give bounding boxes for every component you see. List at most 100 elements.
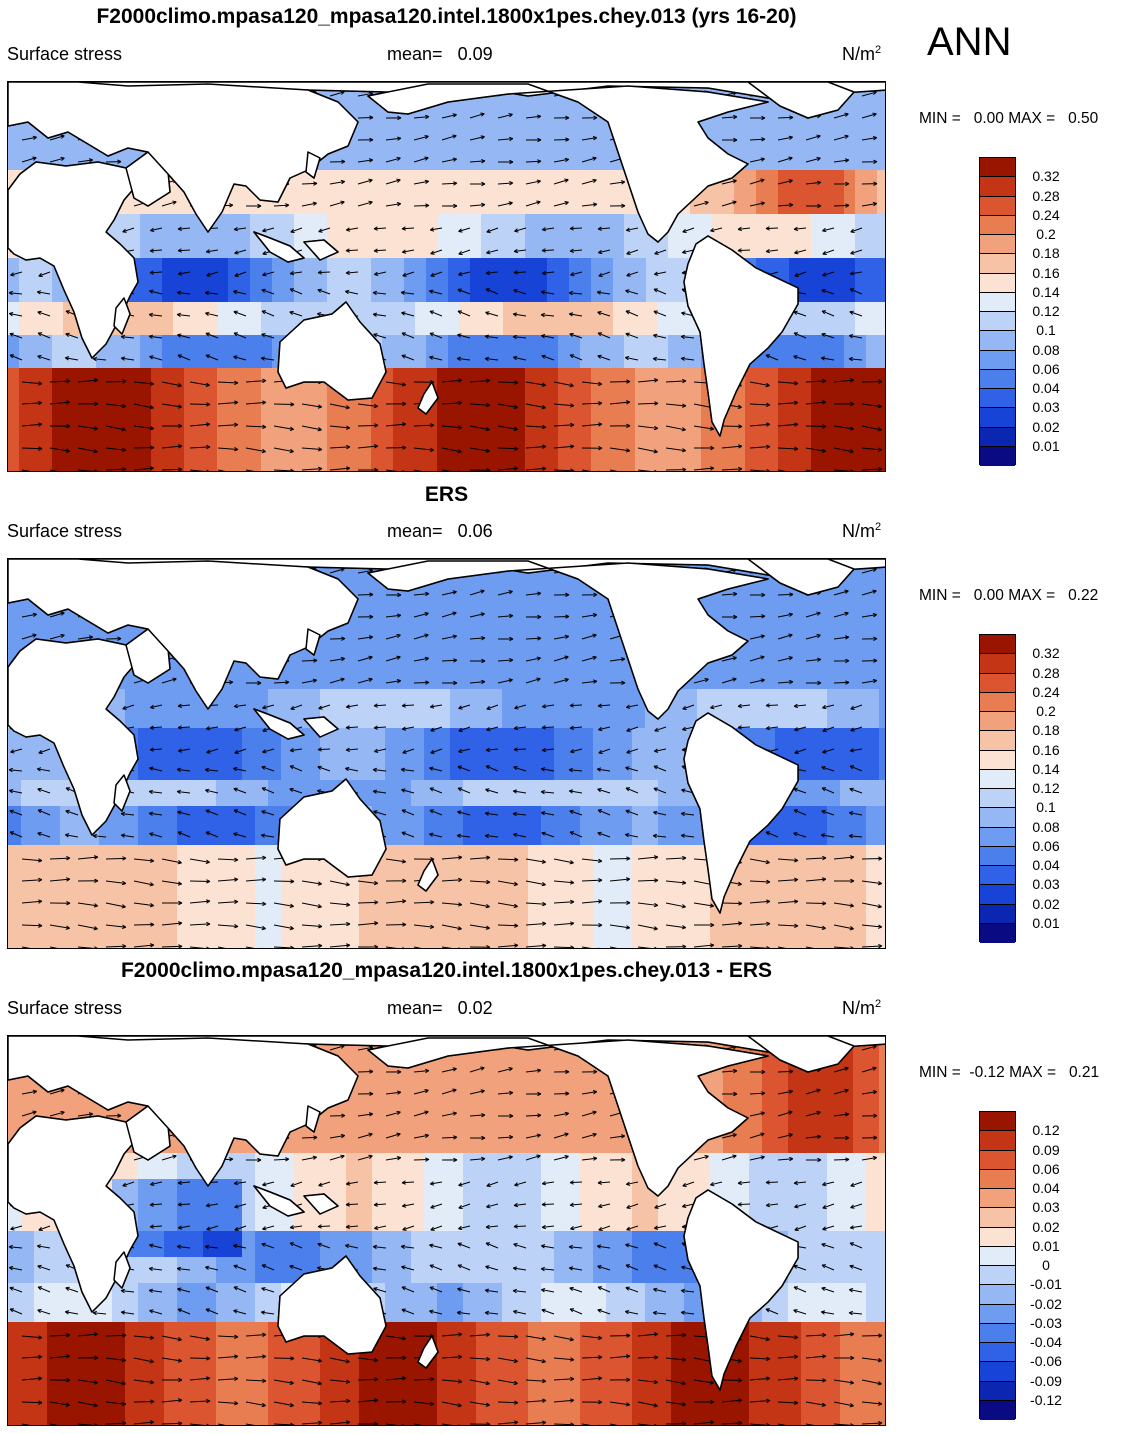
colorbar-box xyxy=(980,446,1015,466)
colorbar xyxy=(979,1111,1016,1420)
colorbar-box xyxy=(980,1400,1015,1420)
colorbar-tick-label: 0.14 xyxy=(1032,283,1060,300)
colorbar-tick-label: 0.04 xyxy=(1032,857,1060,873)
panel-title: F2000climo.mpasa120_mpasa120.intel.1800x… xyxy=(120,959,772,982)
colorbar xyxy=(979,634,1016,943)
colorbar-tick-label: 0.18 xyxy=(1032,722,1060,739)
colorbar-tick-label: -0.01 xyxy=(1030,1276,1062,1293)
colorbar-box xyxy=(980,427,1015,447)
colorbar-tick-label: 0.06 xyxy=(1032,360,1060,377)
colorbar-tick-label: 0.06 xyxy=(1032,837,1060,854)
map-difference xyxy=(7,1035,886,1426)
colorbar-tick-label: 0.32 xyxy=(1032,645,1060,662)
variable-label: Surface stress xyxy=(7,44,123,64)
colorbar-tick-label: 0.1 xyxy=(1036,799,1056,816)
colorbar-tick-label: 0.12 xyxy=(1032,1122,1060,1139)
colorbar-tick-label: 0.02 xyxy=(1032,1218,1060,1235)
colorbar-box xyxy=(980,673,1015,693)
colorbar-tick-label: 0.02 xyxy=(1032,895,1060,912)
colorbar-tick-label: 0.1 xyxy=(1036,322,1056,339)
colorbar-tick-label: 0.28 xyxy=(1032,187,1060,204)
colorbar-box xyxy=(980,215,1015,235)
colorbar-tick-label: 0 xyxy=(1042,1257,1050,1273)
colorbar-tick-label: 0.14 xyxy=(1032,760,1060,777)
colorbar-tick-label: 0.24 xyxy=(1032,683,1060,700)
colorbar-tick-label: 0.03 xyxy=(1032,399,1060,416)
colorbar-box xyxy=(980,1246,1015,1266)
colorbar-tick-label: 0.09 xyxy=(1032,1141,1060,1158)
colorbar-box xyxy=(980,866,1015,886)
colorbar-box xyxy=(980,846,1015,866)
colorbar-tick-label: 0.01 xyxy=(1032,437,1060,454)
colorbar-box xyxy=(980,1323,1015,1343)
colorbar-tick-label: 0.01 xyxy=(1032,1237,1060,1254)
colorbar-tick-label: 0.2 xyxy=(1036,226,1056,242)
colorbar-box xyxy=(980,235,1015,255)
colorbar-tick-label: -0.04 xyxy=(1030,1334,1062,1350)
colorbar-box xyxy=(980,769,1015,789)
map-ers xyxy=(7,558,886,949)
colorbar-tick-label: 0.16 xyxy=(1032,741,1060,758)
colorbar-box xyxy=(980,692,1015,712)
colorbar-tick-label: 0.03 xyxy=(1032,1199,1060,1216)
colorbar-tick-label: 0.32 xyxy=(1032,168,1060,185)
colorbar-tick-label: 0.04 xyxy=(1032,1180,1060,1196)
colorbar-tick-label: -0.06 xyxy=(1030,1353,1062,1370)
colorbar-box xyxy=(980,1189,1015,1209)
colorbar-tick-label: -0.12 xyxy=(1030,1391,1062,1408)
mean-label: mean= 0.02 xyxy=(387,998,493,1018)
colorbar-box xyxy=(980,923,1015,943)
min-max-label: MIN = 0.00 MAX = 0.50 xyxy=(919,110,1099,127)
mean-value: 0.09 xyxy=(457,44,493,64)
colorbar-tick-label: 0.2 xyxy=(1036,703,1056,719)
colorbar-box xyxy=(980,273,1015,293)
colorbar-box xyxy=(980,369,1015,389)
colorbar-box xyxy=(980,177,1015,197)
colorbar-box xyxy=(980,312,1015,332)
colorbar-tick-label: 0.18 xyxy=(1032,245,1060,262)
mean-label: mean= 0.06 xyxy=(387,521,493,541)
colorbar-box xyxy=(980,350,1015,370)
colorbar-box xyxy=(980,1112,1015,1132)
colorbar-box xyxy=(980,331,1015,351)
mean-label: mean= 0.09 xyxy=(387,44,493,64)
colorbar-box xyxy=(980,1266,1015,1286)
colorbar-tick-label: 0.02 xyxy=(1032,418,1060,435)
colorbar-box xyxy=(980,196,1015,216)
colorbar-box xyxy=(980,158,1015,178)
variable-label: Surface stress xyxy=(7,521,123,541)
colorbar-box xyxy=(980,1227,1015,1247)
panel-title: F2000climo.mpasa120_mpasa120.intel.1800x… xyxy=(96,5,797,28)
colorbar-tick-label: 0.03 xyxy=(1032,876,1060,893)
colorbar-box xyxy=(980,827,1015,847)
colorbar-tick-label: 0.08 xyxy=(1032,341,1060,358)
colorbar-box xyxy=(980,389,1015,409)
mean-value: 0.06 xyxy=(457,521,493,541)
colorbar-tick-label: -0.02 xyxy=(1030,1295,1062,1312)
colorbar-tick-label: 0.12 xyxy=(1032,303,1060,319)
colorbar-box xyxy=(980,292,1015,312)
colorbar-tick-label: -0.03 xyxy=(1030,1314,1062,1331)
units-label: N/m2 xyxy=(842,44,882,64)
colorbar-box xyxy=(980,904,1015,924)
colorbar-box xyxy=(980,1343,1015,1363)
variable-label: Surface stress xyxy=(7,998,123,1018)
colorbar-box xyxy=(980,1150,1015,1170)
colorbar-box xyxy=(980,1304,1015,1324)
min-max-label: MIN = -0.12 MAX = 0.21 xyxy=(919,1064,1100,1081)
colorbar-box xyxy=(980,808,1015,828)
colorbar-box xyxy=(980,1169,1015,1189)
colorbar-box xyxy=(980,654,1015,674)
colorbar-box xyxy=(980,1381,1015,1401)
colorbar-box xyxy=(980,408,1015,428)
colorbar-tick-label: 0.12 xyxy=(1032,780,1060,796)
colorbar-box xyxy=(980,712,1015,732)
colorbar-box xyxy=(980,885,1015,905)
units-label: N/m2 xyxy=(842,998,882,1018)
units-label: N/m2 xyxy=(842,521,882,541)
colorbar-tick-label: 0.24 xyxy=(1032,206,1060,223)
colorbar-box xyxy=(980,750,1015,770)
map-model xyxy=(7,81,886,472)
colorbar-box xyxy=(980,1208,1015,1228)
colorbar xyxy=(979,157,1016,466)
